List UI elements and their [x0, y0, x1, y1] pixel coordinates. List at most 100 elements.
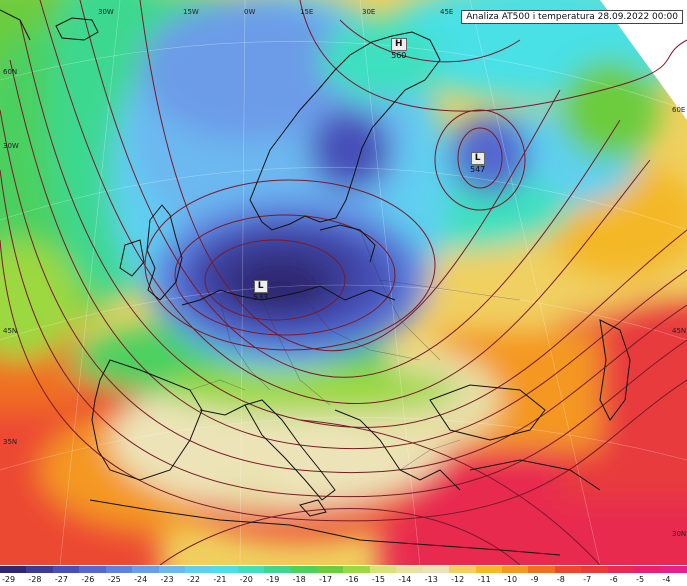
legend-swatch: [52, 566, 80, 573]
france-med: [199, 404, 246, 416]
longitude-label: 0W: [244, 8, 256, 16]
graticule: [0, 0, 687, 565]
latitude-label: 60E: [672, 106, 686, 114]
legend-swatch: [132, 566, 159, 573]
legend-value: -15: [371, 575, 385, 584]
legend-swatch: [396, 566, 423, 573]
legend-swatch: [369, 566, 397, 573]
legend-swatch: [449, 566, 476, 573]
legend-swatch: [607, 566, 635, 573]
temperature-field: [0, 0, 687, 565]
latitude-label: 30N: [672, 530, 687, 538]
legend-swatch: [184, 566, 212, 573]
legend-swatch: [211, 566, 238, 573]
british-isles: [146, 204, 183, 301]
legend-value: -25: [107, 575, 121, 584]
longitude-label: 30E: [362, 8, 376, 16]
legend-value: -6: [609, 575, 618, 584]
greenland-edge: [0, 9, 31, 41]
turkey-coast: [469, 459, 601, 491]
map-title: Analiza AT500 i temperatura 28.09.2022 0…: [461, 10, 683, 24]
longitude-label: 15W: [183, 8, 199, 16]
legend-value: -9: [530, 575, 539, 584]
legend-value: -19: [266, 575, 280, 584]
black-sea: [429, 384, 546, 441]
legend-swatch: [26, 566, 53, 573]
legend-value: -14: [398, 575, 412, 584]
legend-swatch: [237, 566, 265, 573]
legend-swatch: [422, 566, 450, 573]
pressure-center-value: 533: [253, 293, 269, 302]
legend-value: -23: [160, 575, 174, 584]
legend-value: -24: [134, 575, 148, 584]
legend-swatch: [581, 566, 608, 573]
legend-value: -13: [424, 575, 438, 584]
legend-swatch: [158, 566, 185, 573]
continental-coast: [181, 285, 396, 306]
legend-value: -22: [186, 575, 201, 584]
legend-swatch: [317, 566, 344, 573]
balkans: [334, 409, 461, 491]
legend-value: -8: [556, 575, 565, 584]
legend-value: -5: [636, 575, 645, 584]
legend-swatch: [343, 566, 370, 573]
legend-value: -10: [504, 575, 518, 584]
longitude-label: 45E: [440, 8, 454, 16]
north-africa: [89, 499, 561, 556]
legend-swatch: [105, 566, 133, 573]
legend-swatch: [0, 566, 27, 573]
low-pressure-center: L 547: [470, 152, 485, 174]
legend-value: -4: [662, 575, 671, 584]
caspian: [599, 319, 631, 421]
latitude-label: 30W: [3, 142, 19, 150]
legend-swatch: [660, 566, 687, 573]
legend-swatch: [290, 566, 318, 573]
legend-value: -11: [477, 575, 491, 584]
country-borders: [189, 229, 521, 471]
legend-swatch: [502, 566, 529, 573]
sicily: [299, 499, 327, 517]
map-canvas: [0, 0, 687, 565]
latitude-label: 45N: [3, 327, 18, 335]
legend-value: -27: [54, 575, 68, 584]
legend-value: -21: [213, 575, 227, 584]
temperature-legend: -29 -28 -27 -26 -25 -24 -23 -22 -21 -20 -19 -18 -17 -…: [0, 566, 687, 586]
iceland: [55, 17, 99, 41]
legend-value: -16: [345, 575, 359, 584]
legend-value: -17: [319, 575, 333, 584]
italy: [244, 399, 336, 501]
latitude-label: 60N: [3, 68, 18, 76]
longitude-label: 15E: [300, 8, 314, 16]
legend-value: -29: [2, 575, 16, 584]
latitude-label: 35N: [3, 438, 18, 446]
legend-swatch: [475, 566, 503, 573]
high-pressure-center: H 560: [391, 38, 407, 60]
pressure-center-type: L: [253, 280, 268, 293]
longitude-label: 30W: [98, 8, 114, 16]
scandinavia-coast: [249, 31, 441, 231]
pressure-center-type: H: [391, 38, 407, 51]
latitude-label: 45N: [672, 327, 687, 335]
legend-value: -26: [81, 575, 95, 584]
coastlines: [0, 9, 631, 556]
legend-swatch: [634, 566, 661, 573]
legend-swatch: [79, 566, 106, 573]
geopotential-contours: [0, 0, 687, 565]
legend-value: -20: [239, 575, 253, 584]
pressure-center-value: 547: [470, 165, 486, 174]
pressure-center-type: L: [470, 152, 485, 165]
pressure-center-value: 560: [391, 51, 407, 60]
weather-map: Analiza AT500 i temperatura 28.09.2022 0…: [0, 0, 687, 565]
baltic-coast: [319, 224, 376, 263]
legend-value: -7: [583, 575, 592, 584]
legend-value: -12: [451, 575, 465, 584]
legend-swatch: [528, 566, 555, 573]
legend-color-bar: [0, 566, 687, 573]
legend-value: -18: [292, 575, 306, 584]
legend-swatch: [554, 566, 582, 573]
iberia: [91, 359, 203, 481]
low-pressure-center: L 533: [253, 280, 268, 302]
legend-labels: -29 -28 -27 -26 -25 -24 -23 -22 -21 -20 -19 -18 -17 -…: [0, 573, 687, 586]
legend-value: -28: [28, 575, 42, 584]
legend-swatch: [264, 566, 291, 573]
